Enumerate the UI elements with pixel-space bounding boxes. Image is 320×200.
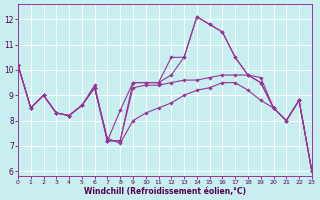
X-axis label: Windchill (Refroidissement éolien,°C): Windchill (Refroidissement éolien,°C) [84, 187, 246, 196]
